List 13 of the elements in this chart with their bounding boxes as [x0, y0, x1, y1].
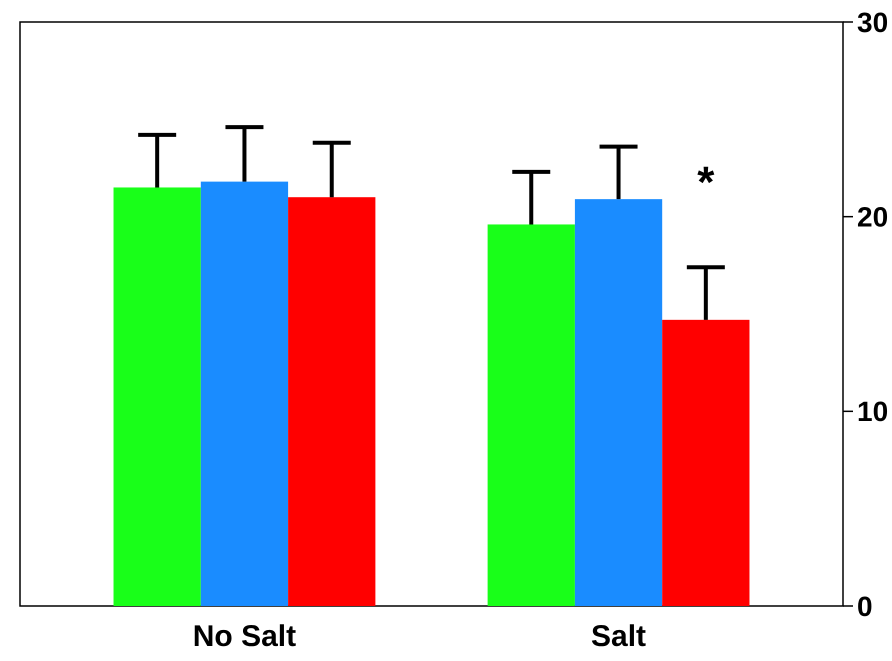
- y-tick-label: 20: [857, 201, 888, 232]
- x-tick-label: No Salt: [192, 620, 296, 653]
- y-tick-label: 0: [857, 590, 873, 622]
- bar: [288, 197, 376, 606]
- annotation: *: [697, 158, 716, 208]
- y-tick-label: 30: [857, 6, 888, 38]
- bar: [200, 182, 288, 606]
- bar: [662, 320, 750, 606]
- y-tick-label: 10: [857, 396, 888, 428]
- bar: [114, 187, 201, 606]
- bar: [488, 224, 575, 606]
- bar: [574, 199, 662, 606]
- x-tick-label: Salt: [591, 620, 646, 653]
